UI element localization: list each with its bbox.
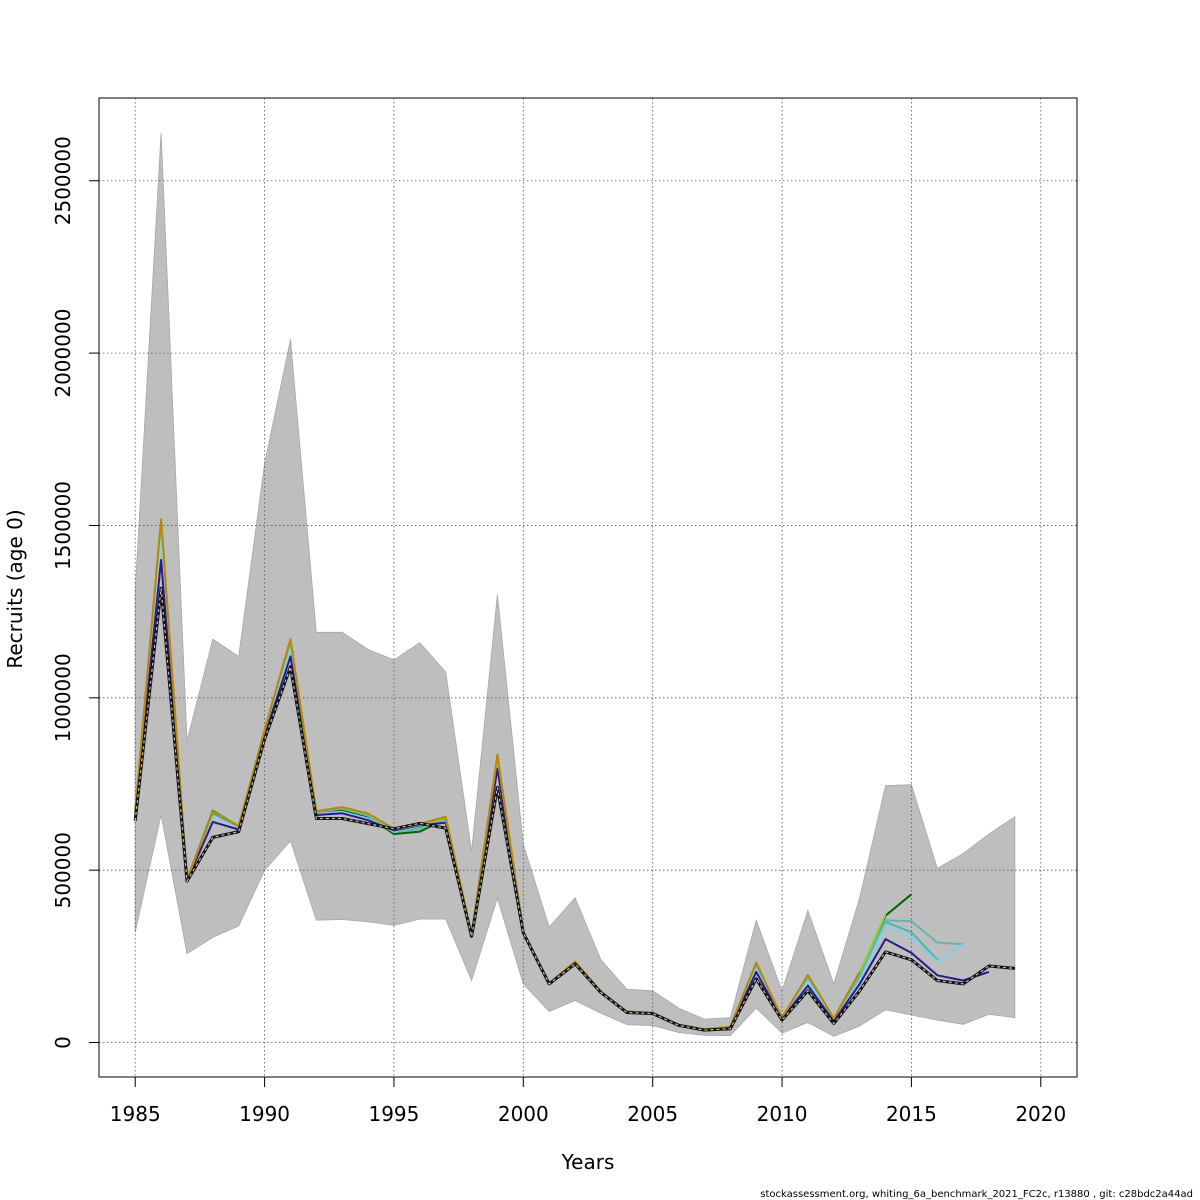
x-tick-label: 2005 (627, 1102, 678, 1126)
series-line-retro-2009 (134, 518, 861, 1031)
series-dash-base (134, 588, 1015, 1031)
y-axis-title: Recruits (age 0) (3, 509, 27, 668)
x-tick-label: 1990 (239, 1102, 290, 1126)
confidence-band-layer (134, 132, 1016, 1037)
x-tick-label: 1995 (368, 1102, 419, 1126)
y-tick-label: 0 (51, 1036, 75, 1049)
y-tick-label: 1000000 (51, 653, 75, 742)
tick-layer: 1985 1990 1995 2000 2005 2010 2015 2020 0 500000 1… (51, 136, 1066, 1126)
x-tick-label: 2020 (1015, 1102, 1066, 1126)
y-tick-label: 2000000 (51, 309, 75, 398)
y-tick-label: 1500000 (51, 481, 75, 570)
series-layer (133, 518, 1016, 1032)
y-tick-label: 500000 (51, 832, 75, 908)
x-tick-label: 2015 (886, 1102, 937, 1126)
footer-caption: stockassessment.org, whiting_6a_benchmar… (760, 1189, 1193, 1200)
x-axis-title: Years (561, 1150, 615, 1174)
x-tick-label: 2010 (757, 1102, 808, 1126)
confidence-band (134, 132, 1016, 1037)
y-tick-label: 2500000 (51, 136, 75, 225)
x-tick-label: 1985 (110, 1102, 161, 1126)
grid-layer (99, 98, 1077, 1077)
x-tick-label: 2000 (498, 1102, 549, 1126)
plot-frame (98, 97, 1078, 1078)
